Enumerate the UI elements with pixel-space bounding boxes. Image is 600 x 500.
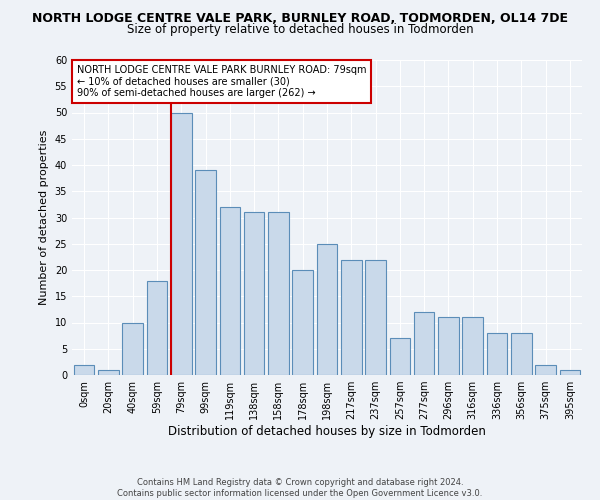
Text: Size of property relative to detached houses in Todmorden: Size of property relative to detached ho… (127, 22, 473, 36)
Bar (414, 312, 434, 375)
Bar (365, 260, 386, 375)
Bar (535, 364, 556, 375)
Bar (244, 212, 265, 375)
Text: Contains HM Land Registry data © Crown copyright and database right 2024.
Contai: Contains HM Land Registry data © Crown c… (118, 478, 482, 498)
Bar (74, 364, 94, 375)
Bar (171, 112, 191, 375)
Bar (122, 322, 143, 375)
Bar (98, 370, 119, 375)
Bar (487, 333, 508, 375)
Bar (292, 270, 313, 375)
Bar (146, 280, 167, 375)
Bar (341, 260, 362, 375)
Y-axis label: Number of detached properties: Number of detached properties (39, 130, 49, 305)
Bar (268, 212, 289, 375)
Bar (560, 370, 580, 375)
Bar (511, 333, 532, 375)
Text: NORTH LODGE CENTRE VALE PARK BURNLEY ROAD: 79sqm
← 10% of detached houses are sm: NORTH LODGE CENTRE VALE PARK BURNLEY ROA… (77, 64, 367, 98)
Bar (317, 244, 337, 375)
Bar (438, 318, 459, 375)
Bar (463, 318, 483, 375)
Bar (389, 338, 410, 375)
X-axis label: Distribution of detached houses by size in Todmorden: Distribution of detached houses by size … (168, 425, 486, 438)
Bar (195, 170, 216, 375)
Bar (220, 207, 240, 375)
Text: NORTH LODGE CENTRE VALE PARK, BURNLEY ROAD, TODMORDEN, OL14 7DE: NORTH LODGE CENTRE VALE PARK, BURNLEY RO… (32, 12, 568, 26)
